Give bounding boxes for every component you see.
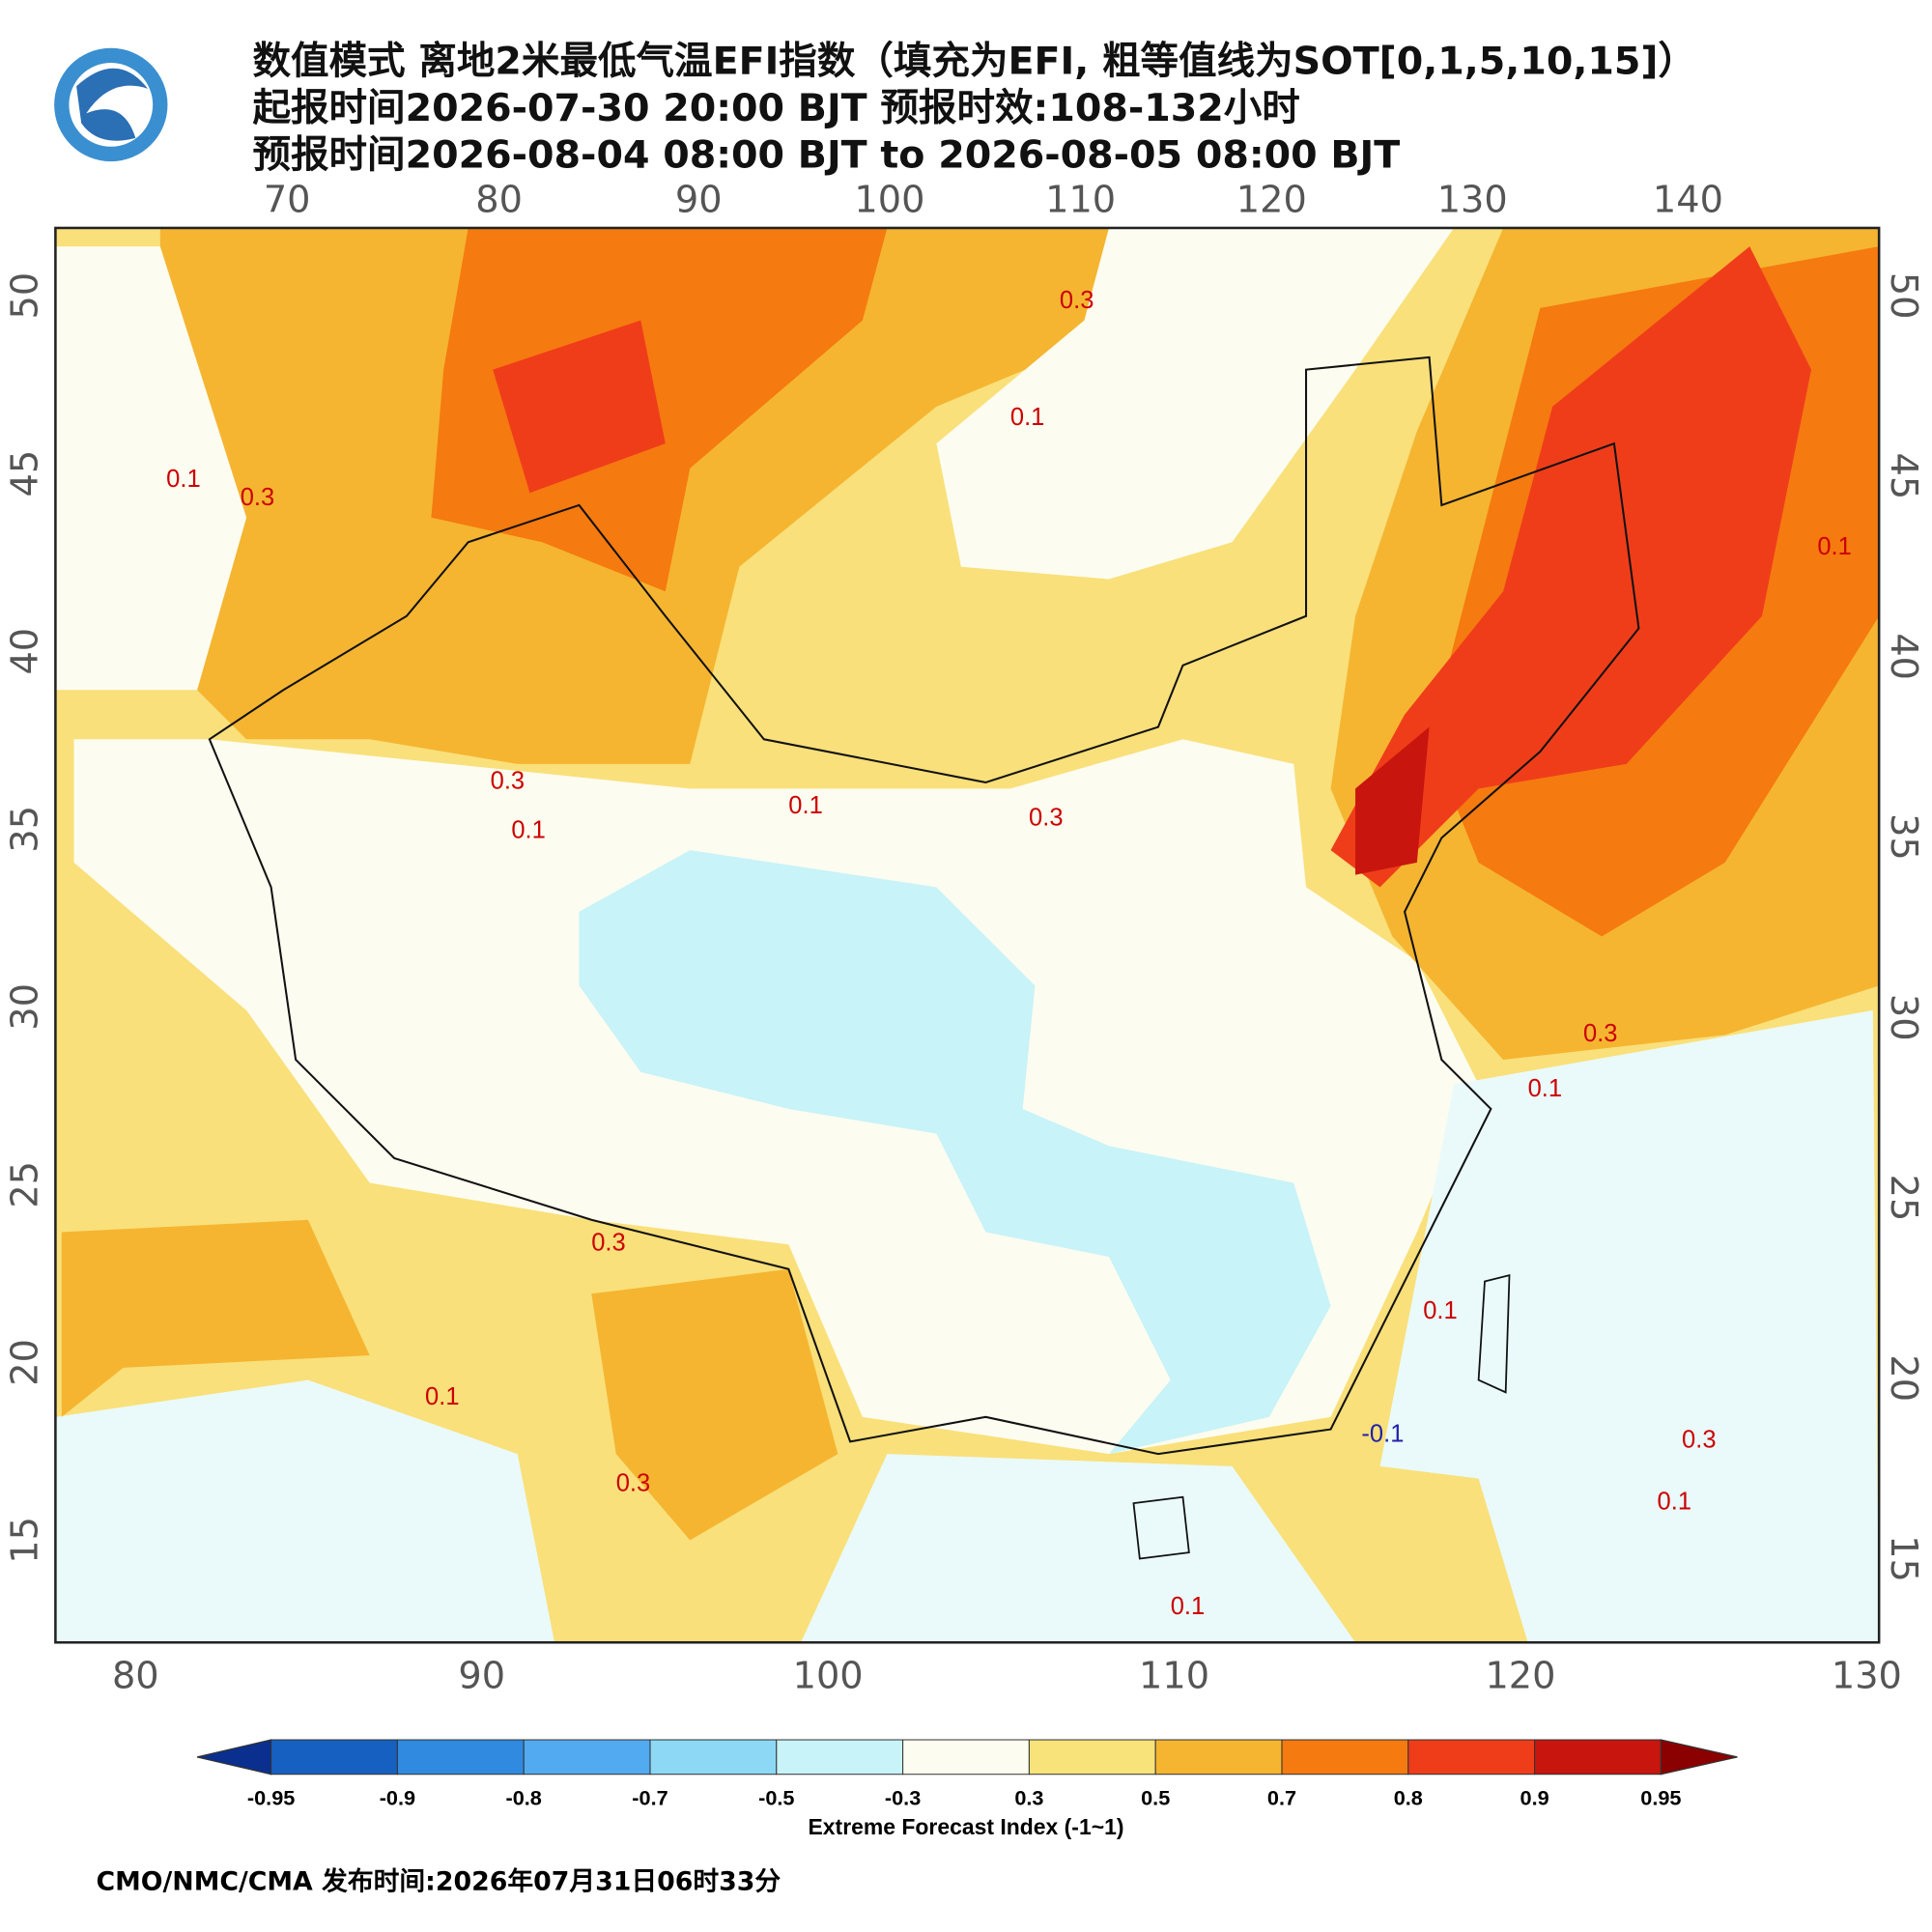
lat-label: 20 [1882,1354,1925,1402]
colorbar-bin [396,1739,525,1776]
colorbar-bin [649,1739,778,1776]
contour-label: 0.1 [1171,1593,1205,1620]
contour-label: 0.3 [1060,287,1094,314]
colorbar-label: -0.5 [758,1786,794,1810]
contour-label: 0.1 [1528,1075,1562,1102]
colorbar-label: -0.8 [506,1786,542,1810]
lon-label: 80 [112,1654,159,1697]
lat-label: 40 [3,628,46,675]
colorbar-bin [1028,1739,1156,1776]
colorbar-bin [902,1739,1030,1776]
contour-label: 0.3 [1029,805,1063,832]
title-line: 预报时间2026-08-04 08:00 BJT to 2026-08-05 0… [252,132,1400,177]
contour-label: 0.1 [1658,1489,1691,1516]
lat-label: 25 [1882,1175,1925,1222]
colorbar-label: 0.95 [1640,1786,1681,1810]
contour-label: 0.1 [1423,1297,1457,1324]
colorbar-label: 0.7 [1267,1786,1296,1810]
colorbar-bin [1154,1739,1283,1776]
footer: CMO/NMC/CMA 发布时间:2026年07月31日06时33分 [96,1866,781,1897]
lon-label: 90 [675,178,723,221]
colorbar-label: 0.5 [1141,1786,1170,1810]
contour-label: 0.3 [591,1230,625,1257]
contour-label: 0.3 [491,767,525,794]
contour-label: 0.3 [616,1469,650,1496]
colorbar-label: -0.3 [885,1786,921,1810]
colorbar-bin [270,1739,398,1776]
colorbar-bin [523,1739,651,1776]
contour-label: 0.3 [1583,1020,1617,1047]
contour-label: 0.1 [1010,404,1044,431]
map [55,227,1880,1643]
lat-label: 15 [3,1517,46,1564]
lat-label: 45 [3,450,46,497]
lon-label: 110 [1139,1654,1209,1697]
colorbar-arrow [1660,1739,1738,1776]
contour-label: 0.1 [1817,533,1851,560]
lon-label: 100 [793,1654,864,1697]
colorbar-label: 0.9 [1520,1786,1549,1810]
map-frame [54,226,1881,1644]
colorbar-label: -0.95 [247,1786,295,1810]
contour-label: 0.1 [166,466,200,493]
title-line: 数值模式 离地2米最低气温EFI指数（填充为EFI, 粗等值线为SOT[0,1,… [252,40,1696,84]
lon-label: 70 [264,178,311,221]
contour-label: -0.1 [1361,1420,1404,1447]
lat-label: 30 [1882,994,1925,1041]
colorbar-bin [1281,1739,1409,1776]
contour-label: 0.3 [1682,1427,1716,1454]
logo [54,47,168,162]
lat-label: 25 [3,1161,46,1208]
lat-label: 15 [1882,1535,1925,1582]
contour-label: 0.1 [788,792,822,819]
lon-label: 100 [854,178,924,221]
colorbar-title: Extreme Forecast Index (-1~1) [809,1814,1124,1839]
colorbar-arrow [196,1739,272,1776]
lat-label: 20 [3,1339,46,1386]
lon-label: 130 [1832,1654,1902,1697]
annotations: 70 80 90 100 110 120 130 140 80 90 100 110 120 130 50 4… [3,178,1925,1896]
colorbar-bin [1534,1739,1662,1776]
lat-label: 50 [3,272,46,320]
colorbar-bin [1407,1739,1536,1776]
lat-label: 40 [1882,633,1925,680]
title-line: 起报时间2026-07-30 20:00 BJT 预报时效:108-132小时 [252,86,1299,130]
lon-label: 120 [1485,1654,1555,1697]
colorbar-bin [776,1739,904,1776]
lon-label: 130 [1437,178,1508,221]
lat-label: 30 [3,983,46,1031]
contour-label: 0.1 [511,816,545,843]
lon-label: 110 [1045,178,1116,221]
colorbar-label: 0.8 [1394,1786,1423,1810]
lon-label: 80 [475,178,523,221]
contour-label: 0.1 [425,1383,459,1410]
lon-label: 140 [1653,178,1723,221]
colorbar-label: -0.9 [380,1786,415,1810]
lon-label: 120 [1236,178,1307,221]
lat-label: 50 [1882,272,1925,320]
lat-label: 45 [1882,453,1925,500]
lat-label: 35 [3,806,46,853]
colorbar-label: -0.7 [632,1786,668,1810]
contour-label: 0.3 [241,484,274,511]
lat-label: 35 [1882,813,1925,861]
colorbar-label: 0.3 [1014,1786,1043,1810]
lon-label: 90 [458,1654,505,1697]
